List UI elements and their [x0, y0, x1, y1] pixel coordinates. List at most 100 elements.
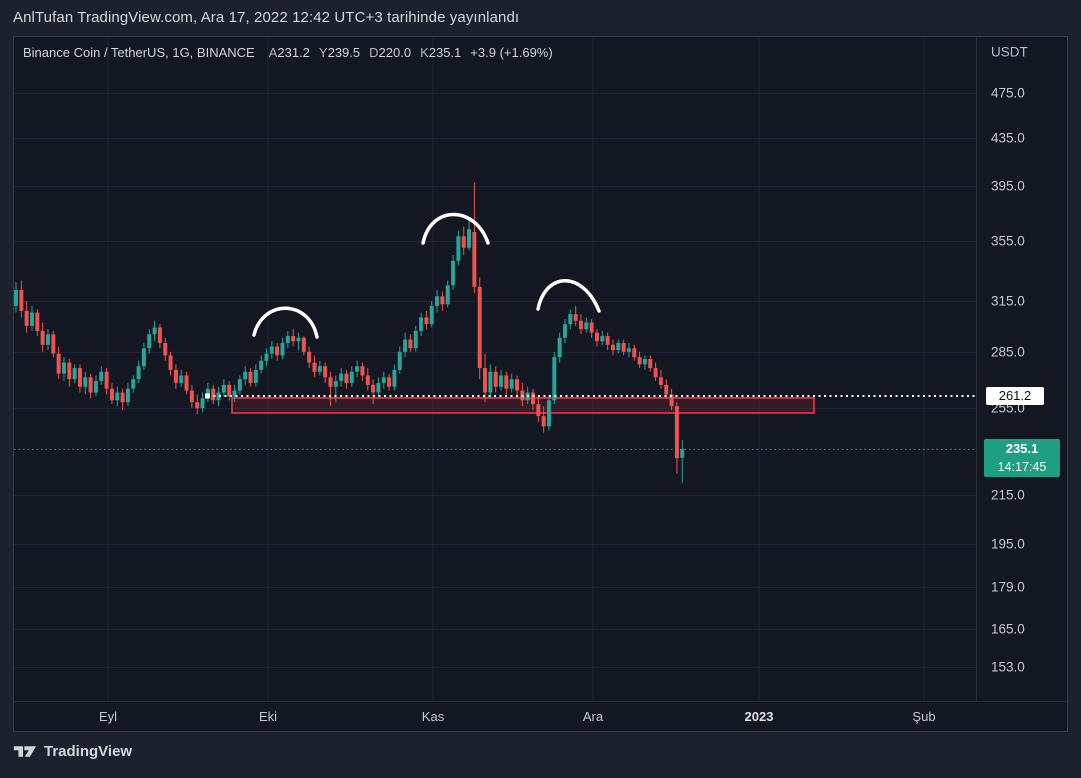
candle-body: [296, 337, 301, 342]
candle-body: [157, 327, 162, 344]
candle-body: [168, 355, 173, 370]
candle-body: [259, 360, 264, 370]
candle-body: [483, 368, 488, 393]
candle-body: [648, 358, 653, 369]
candle-body: [408, 339, 413, 349]
candle-body: [45, 334, 50, 345]
candle-body: [109, 388, 114, 401]
candle-body: [562, 324, 567, 338]
candle-body: [269, 346, 274, 354]
candle-body: [40, 330, 45, 345]
high-label: Y: [318, 45, 328, 60]
candle-body: [125, 388, 130, 403]
candle-body: [200, 398, 205, 409]
time-tick-label: Kas: [421, 709, 445, 724]
price-tick-label: 215.0: [991, 487, 1025, 503]
candle-body: [344, 373, 349, 383]
candle-body: [387, 377, 392, 387]
price-tick-label: 315.0: [991, 293, 1025, 309]
candle-body: [605, 336, 610, 345]
candle-body: [557, 337, 562, 358]
candle-body: [568, 314, 573, 325]
candle-body: [14, 289, 18, 306]
snapshot-attribution: AnlTufan TradingView.com, Ara 17, 2022 1…: [13, 9, 520, 26]
candle-body: [163, 343, 168, 356]
candle-body: [547, 400, 551, 427]
candle-body: [51, 334, 56, 354]
time-tick-label: Ara: [582, 709, 604, 724]
last-price-value: 235.1: [1005, 441, 1039, 457]
price-line-label[interactable]: 261.2: [986, 386, 1044, 405]
candle-body: [456, 236, 461, 261]
candle-body: [392, 369, 397, 387]
candle-body: [499, 375, 504, 387]
price-tick-label: 475.0: [991, 85, 1025, 101]
open-value: 231.2: [277, 45, 310, 60]
tradingview-brand-text: TradingView: [44, 743, 133, 760]
candle-body: [56, 353, 61, 374]
candle-body: [120, 392, 125, 403]
candle-body: [173, 369, 178, 383]
candle-body: [445, 285, 450, 305]
candle-body: [237, 379, 242, 391]
candle-body: [461, 236, 466, 248]
price-axis-currency: USDT: [991, 44, 1028, 60]
time-tick-label: Şub: [912, 709, 936, 724]
candle-body: [594, 332, 599, 342]
chart-panel: Binance Coin / TetherUS, 1G, BINANCE A231…: [13, 36, 1068, 732]
candle-body: [216, 392, 221, 401]
candle-body: [658, 377, 663, 385]
candle-body: [589, 322, 594, 333]
last-price-label: 235.1 14:17:45: [984, 439, 1060, 478]
candle-body: [669, 394, 674, 407]
candle-body: [600, 336, 605, 342]
candle-body: [141, 348, 146, 367]
candle-body: [621, 343, 626, 352]
price-axis-separator: [976, 37, 977, 701]
candle-body: [72, 368, 77, 380]
candle-body: [637, 357, 642, 365]
time-axis-separator: [14, 701, 1067, 702]
candle-body: [189, 390, 194, 403]
candle-body: [509, 379, 514, 389]
candle-body: [339, 373, 344, 382]
time-tick-label: Eyl: [98, 709, 118, 724]
candle-body: [184, 375, 189, 391]
close-label: K: [420, 45, 429, 60]
candlestick-plot[interactable]: [14, 37, 976, 701]
price-tick-label: 195.0: [991, 536, 1025, 552]
candle-body: [317, 366, 322, 372]
candle-body: [349, 371, 354, 383]
candle-body: [67, 362, 72, 380]
price-tick-label: 355.0: [991, 233, 1025, 249]
candle-body: [275, 346, 280, 356]
change-value: +3.9 (+1.69%): [470, 45, 553, 60]
bar-countdown: 14:17:45: [997, 460, 1047, 475]
candle-body: [83, 377, 88, 387]
candle-body: [147, 334, 152, 349]
candle-body: [451, 260, 456, 286]
high-value: 239.5: [327, 45, 361, 60]
candle-body: [301, 337, 306, 352]
candle-body: [371, 384, 376, 393]
price-tick-label: 179.0: [991, 579, 1025, 595]
candle-body: [541, 416, 546, 427]
candle-body: [397, 351, 402, 370]
candle-body: [515, 379, 520, 391]
candle-body: [264, 353, 269, 361]
candle-body: [136, 366, 141, 380]
candle-body: [152, 327, 157, 335]
candle-body: [115, 392, 120, 401]
candle-body: [35, 312, 40, 331]
candle-body: [88, 377, 93, 393]
low-value: 220.0: [378, 45, 412, 60]
candle-body: [131, 379, 136, 389]
candle-body: [104, 371, 109, 389]
candle-body: [376, 382, 381, 393]
arc-top-annotation: [421, 212, 490, 245]
candle-body: [29, 312, 34, 326]
footer-bar: TradingView: [0, 732, 1081, 778]
candle-body: [77, 368, 82, 387]
candle-body: [291, 336, 296, 342]
tradingview-brand[interactable]: TradingView: [13, 743, 132, 760]
